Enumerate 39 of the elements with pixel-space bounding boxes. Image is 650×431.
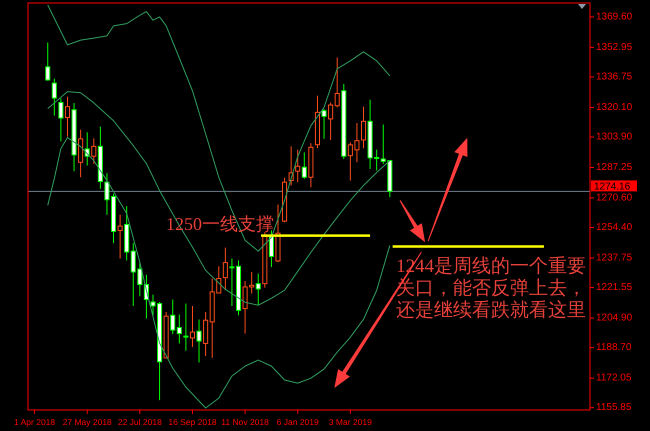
- candlestick: [196, 318, 202, 363]
- candlestick: [91, 138, 96, 164]
- candlestick: [295, 149, 300, 183]
- y-tick-label: 1352.95: [596, 42, 633, 53]
- ref-line-label: 1274.16: [594, 181, 631, 192]
- x-tick-label: 22 Jul 2018: [118, 417, 162, 427]
- candlestick: [78, 129, 84, 178]
- candlestick: [52, 78, 57, 116]
- y-tick-label: 1237.75: [596, 252, 633, 264]
- y-tick-label: 1204.90: [596, 312, 633, 324]
- x-tick-label: 3 Mar 2019: [328, 417, 372, 427]
- y-tick-label: 1336.75: [596, 71, 633, 82]
- y-tick-label: 1221.55: [596, 282, 633, 294]
- candlestick: [321, 108, 327, 140]
- candlestick: [64, 96, 70, 138]
- x-tick-label: 16 Sep 2018: [168, 417, 217, 427]
- x-tick-label: 11 Nov 2018: [221, 417, 270, 427]
- line-series: [47, 137, 390, 408]
- y-tick-label: 1369.60: [596, 11, 633, 22]
- candlestick: [190, 305, 196, 348]
- y-tick-label: 1287.25: [596, 162, 633, 173]
- y-tick-label: 1320.10: [596, 102, 633, 113]
- y-tick-label: 1254.40: [596, 222, 633, 234]
- y-tick-label: 1172.05: [596, 372, 632, 384]
- candlestick: [256, 273, 261, 306]
- candlestick: [183, 303, 188, 352]
- candlestick: [302, 152, 307, 180]
- candlestick: [58, 98, 64, 142]
- y-tick-label: 1303.90: [596, 132, 633, 143]
- x-tick-label: 27 May 2018: [62, 417, 112, 427]
- annotation: 还是继续看跌就看这里: [396, 298, 586, 321]
- candlestick: [45, 42, 50, 82]
- candlestick: [118, 214, 123, 260]
- y-tick-label: 1188.70: [596, 342, 632, 354]
- x-tick-label: 1 Apr 2018: [14, 417, 56, 427]
- y-tick-label: 1270.60: [596, 192, 633, 204]
- y-tick-label: 1155.85: [596, 402, 632, 414]
- candlestick: [222, 247, 228, 291]
- x-tick-label: 6 Jan 2019: [276, 417, 320, 427]
